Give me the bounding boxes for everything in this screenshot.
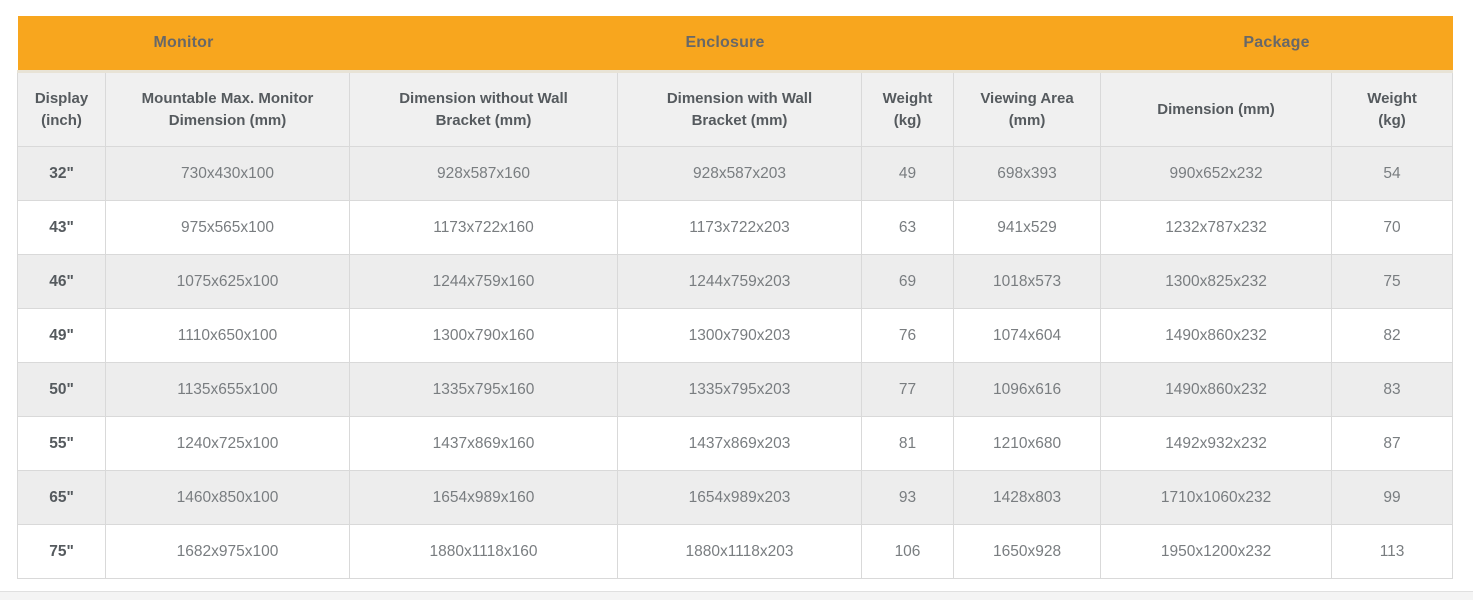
data-cell: 1300x825x232 <box>1100 254 1333 309</box>
data-cell: 941x529 <box>952 200 1102 255</box>
data-cell: 1173x722x203 <box>617 200 862 255</box>
table-row: 75" 1682x975x100 1880x1118x160 1880x1118x20… <box>17 524 1454 579</box>
data-cell: 1335x795x160 <box>349 362 618 417</box>
data-cell: 63 <box>861 200 954 255</box>
data-cell: 1880x1118x203 <box>617 524 862 579</box>
data-cell: 698x393 <box>952 146 1102 201</box>
data-cell: 1880x1118x160 <box>349 524 618 579</box>
data-cell: 113 <box>1331 524 1454 579</box>
table-row: 55" 1240x725x100 1437x869x160 1437x869x203 8… <box>17 416 1454 471</box>
next-section-divider <box>0 591 1473 600</box>
data-cell: 69 <box>861 254 954 309</box>
row-header-display-size: 49" <box>17 308 106 363</box>
data-cell: 81 <box>861 416 954 471</box>
data-cell: 99 <box>1331 470 1454 525</box>
column-header: Viewing Area (mm) <box>952 71 1102 147</box>
data-cell: 1240x725x100 <box>105 416 350 471</box>
data-cell: 49 <box>861 146 954 201</box>
column-header: Dimension with Wall Bracket (mm) <box>617 71 862 147</box>
data-cell: 1173x722x160 <box>349 200 618 255</box>
table-row: 43" 975x565x100 1173x722x160 1173x722x203 63… <box>17 200 1454 255</box>
data-cell: 928x587x203 <box>617 146 862 201</box>
table-row: 50" 1135x655x100 1335x795x160 1335x795x203 7… <box>17 362 1454 417</box>
table-row: 49" 1110x650x100 1300x790x160 1300x790x203 7… <box>17 308 1454 363</box>
row-header-display-size: 50" <box>17 362 106 417</box>
data-cell: 1300x790x160 <box>349 308 618 363</box>
data-cell: 1135x655x100 <box>105 362 350 417</box>
data-cell: 83 <box>1331 362 1454 417</box>
data-cell: 1490x860x232 <box>1100 308 1333 363</box>
data-cell: 1110x650x100 <box>105 308 350 363</box>
column-header: Weight (kg) <box>861 71 954 147</box>
data-cell: 1650x928 <box>952 524 1102 579</box>
data-cell: 1460x850x100 <box>105 470 350 525</box>
table-row: 46" 1075x625x100 1244x759x160 1244x759x203 6… <box>17 254 1454 309</box>
data-cell: 975x565x100 <box>105 200 350 255</box>
data-cell: 1210x680 <box>952 416 1102 471</box>
row-header-display-size: 46" <box>17 254 106 309</box>
row-header-display-size: 65" <box>17 470 106 525</box>
data-cell: 1437x869x160 <box>349 416 618 471</box>
data-cell: 1492x932x232 <box>1100 416 1333 471</box>
data-cell: 1335x795x203 <box>617 362 862 417</box>
table-body: 32" 730x430x100 928x587x160 928x587x203 49 69… <box>17 146 1454 579</box>
table-row: 65" 1460x850x100 1654x989x160 1654x989x203 9… <box>17 470 1454 525</box>
column-header: Display (inch) <box>17 71 106 147</box>
row-header-display-size: 32" <box>17 146 106 201</box>
data-cell: 77 <box>861 362 954 417</box>
group-header-enclosure: Enclosure <box>349 16 1101 73</box>
data-cell: 730x430x100 <box>105 146 350 201</box>
data-cell: 106 <box>861 524 954 579</box>
data-cell: 1018x573 <box>952 254 1102 309</box>
data-cell: 928x587x160 <box>349 146 618 201</box>
data-cell: 1682x975x100 <box>105 524 350 579</box>
data-cell: 1075x625x100 <box>105 254 350 309</box>
data-cell: 1300x790x203 <box>617 308 862 363</box>
data-cell: 1244x759x160 <box>349 254 618 309</box>
column-header: Dimension without Wall Bracket (mm) <box>349 71 618 147</box>
specification-table: Monitor Enclosure Package Display (inch) Mo… <box>17 16 1454 579</box>
data-cell: 1710x1060x232 <box>1100 470 1333 525</box>
data-cell: 1437x869x203 <box>617 416 862 471</box>
data-cell: 1244x759x203 <box>617 254 862 309</box>
data-cell: 1428x803 <box>952 470 1102 525</box>
column-header: Weight (kg) <box>1331 71 1454 147</box>
data-cell: 87 <box>1331 416 1454 471</box>
data-cell: 70 <box>1331 200 1454 255</box>
group-header-row: Monitor Enclosure Package <box>17 16 1453 73</box>
data-cell: 76 <box>861 308 954 363</box>
data-cell: 1950x1200x232 <box>1100 524 1333 579</box>
column-header: Dimension (mm) <box>1100 71 1333 147</box>
column-header: Mountable Max. Monitor Dimension (mm) <box>105 71 350 147</box>
column-header-row: Display (inch) Mountable Max. Monitor Dim… <box>17 71 1454 147</box>
data-cell: 1232x787x232 <box>1100 200 1333 255</box>
group-header-monitor: Monitor <box>17 16 350 73</box>
row-header-display-size: 43" <box>17 200 106 255</box>
data-cell: 82 <box>1331 308 1454 363</box>
row-header-display-size: 55" <box>17 416 106 471</box>
data-cell: 1654x989x203 <box>617 470 862 525</box>
data-cell: 1096x616 <box>952 362 1102 417</box>
data-cell: 990x652x232 <box>1100 146 1333 201</box>
data-cell: 1654x989x160 <box>349 470 618 525</box>
table-row: 32" 730x430x100 928x587x160 928x587x203 49 69… <box>17 146 1454 201</box>
data-cell: 1074x604 <box>952 308 1102 363</box>
data-cell: 54 <box>1331 146 1454 201</box>
data-cell: 93 <box>861 470 954 525</box>
group-header-package: Package <box>1100 16 1453 73</box>
row-header-display-size: 75" <box>17 524 106 579</box>
data-cell: 1490x860x232 <box>1100 362 1333 417</box>
data-cell: 75 <box>1331 254 1454 309</box>
